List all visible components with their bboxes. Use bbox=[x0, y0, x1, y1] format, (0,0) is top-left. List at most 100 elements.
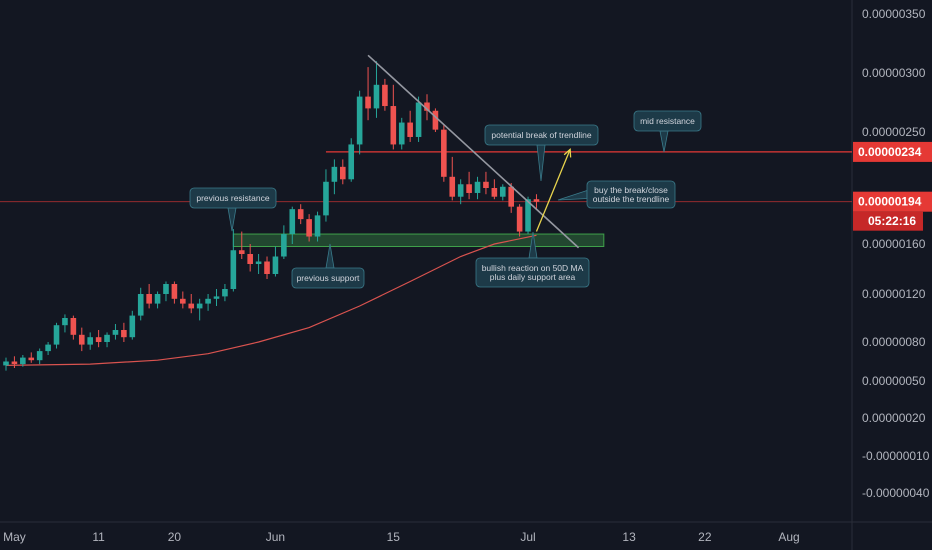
candle[interactable] bbox=[516, 204, 523, 237]
candle-body bbox=[281, 234, 287, 257]
candle[interactable] bbox=[171, 281, 178, 304]
annotation-prev-support[interactable]: previous support bbox=[291, 243, 365, 289]
candle[interactable] bbox=[449, 156, 456, 201]
candle[interactable] bbox=[415, 96, 422, 142]
candle[interactable] bbox=[78, 327, 85, 352]
candle[interactable] bbox=[474, 176, 481, 200]
candle[interactable] bbox=[508, 183, 514, 213]
candle[interactable] bbox=[466, 171, 472, 200]
annotation-box bbox=[475, 257, 590, 288]
candle[interactable] bbox=[297, 204, 304, 225]
annotations[interactable]: previous resistance previous support poten… bbox=[189, 110, 702, 289]
candle[interactable] bbox=[3, 357, 9, 371]
annotation-box bbox=[586, 180, 676, 209]
candle[interactable] bbox=[222, 284, 228, 302]
annotation-prev-resistance[interactable]: previous resistance bbox=[189, 187, 277, 232]
candle[interactable] bbox=[340, 159, 346, 185]
candle-body bbox=[205, 298, 211, 304]
candle[interactable] bbox=[483, 171, 489, 195]
candle-body bbox=[146, 294, 152, 304]
candle[interactable] bbox=[432, 108, 439, 132]
candle[interactable] bbox=[28, 352, 35, 363]
candle[interactable] bbox=[121, 322, 127, 342]
candle-body bbox=[432, 110, 439, 130]
candle-body bbox=[390, 106, 397, 145]
candle[interactable] bbox=[323, 169, 329, 222]
candle-body bbox=[491, 188, 498, 197]
candle[interactable] bbox=[11, 356, 18, 368]
candle[interactable] bbox=[70, 315, 77, 340]
candles[interactable] bbox=[3, 61, 540, 371]
candle[interactable] bbox=[62, 314, 68, 333]
candle[interactable] bbox=[331, 159, 338, 195]
candle[interactable] bbox=[356, 90, 363, 155]
candle[interactable] bbox=[424, 94, 430, 121]
candle[interactable] bbox=[281, 225, 287, 259]
x-tick-label: 22 bbox=[698, 530, 712, 544]
candle[interactable] bbox=[525, 196, 531, 235]
candle[interactable] bbox=[154, 291, 161, 309]
candle[interactable] bbox=[20, 355, 26, 367]
candle-body bbox=[457, 184, 464, 197]
candle-body bbox=[11, 361, 18, 365]
candle[interactable] bbox=[53, 322, 60, 349]
drawings[interactable] bbox=[367, 54, 580, 249]
x-tick-label: 15 bbox=[387, 530, 401, 544]
candle-body bbox=[499, 186, 506, 197]
candle[interactable] bbox=[36, 348, 43, 365]
candle-body bbox=[516, 206, 523, 232]
candle[interactable] bbox=[45, 342, 51, 355]
candle[interactable] bbox=[264, 256, 270, 280]
candle[interactable] bbox=[499, 184, 506, 201]
candle[interactable] bbox=[87, 332, 93, 350]
candle[interactable] bbox=[146, 284, 152, 309]
candle[interactable] bbox=[247, 244, 253, 272]
candle[interactable] bbox=[398, 117, 405, 150]
candle[interactable] bbox=[205, 294, 211, 311]
candle[interactable] bbox=[533, 194, 540, 210]
candle[interactable] bbox=[382, 78, 388, 111]
candle[interactable] bbox=[112, 324, 119, 340]
candle[interactable] bbox=[348, 138, 355, 182]
moving-average-50d bbox=[5, 234, 537, 366]
candle[interactable] bbox=[188, 294, 195, 314]
candle-body bbox=[87, 337, 93, 345]
candle[interactable] bbox=[104, 332, 110, 348]
candle[interactable] bbox=[272, 246, 279, 277]
y-tick-label: 0.00000250 bbox=[862, 125, 926, 139]
candle[interactable] bbox=[407, 110, 413, 142]
y-tick-label: 0.00000080 bbox=[862, 335, 926, 349]
candle[interactable] bbox=[289, 206, 296, 244]
candle[interactable] bbox=[441, 124, 447, 182]
candle[interactable] bbox=[457, 179, 464, 205]
candle[interactable] bbox=[129, 310, 136, 340]
y-tick-label: -0.00000010 bbox=[862, 449, 930, 463]
candle[interactable] bbox=[230, 229, 237, 292]
candle[interactable] bbox=[306, 214, 312, 242]
candle[interactable] bbox=[163, 281, 169, 302]
candle[interactable] bbox=[238, 231, 245, 259]
candle[interactable] bbox=[180, 291, 186, 309]
candle[interactable] bbox=[196, 298, 203, 321]
candle-body bbox=[28, 357, 35, 361]
support-zone[interactable] bbox=[232, 233, 605, 248]
candle[interactable] bbox=[491, 179, 498, 200]
candle[interactable] bbox=[314, 211, 321, 242]
candle-body bbox=[78, 334, 85, 345]
annotation-potential-break[interactable]: potential break of trendline bbox=[484, 124, 599, 182]
x-axis[interactable]: May 11 20 Jun 15 Jul 13 22 Aug bbox=[3, 530, 800, 544]
candle[interactable] bbox=[137, 287, 144, 321]
annotation-mid-resistance[interactable]: mid resistance bbox=[633, 110, 702, 153]
candle[interactable] bbox=[365, 67, 371, 121]
breakout-arrow[interactable] bbox=[535, 149, 571, 232]
y-axis[interactable]: 0.00000350 0.00000300 0.00000250 0.00000160… bbox=[862, 7, 930, 500]
candle[interactable] bbox=[373, 61, 380, 118]
candle[interactable] bbox=[213, 289, 220, 306]
candle[interactable] bbox=[255, 254, 262, 274]
candle[interactable] bbox=[390, 84, 397, 150]
candle-body bbox=[95, 337, 102, 342]
candle[interactable] bbox=[95, 330, 102, 348]
